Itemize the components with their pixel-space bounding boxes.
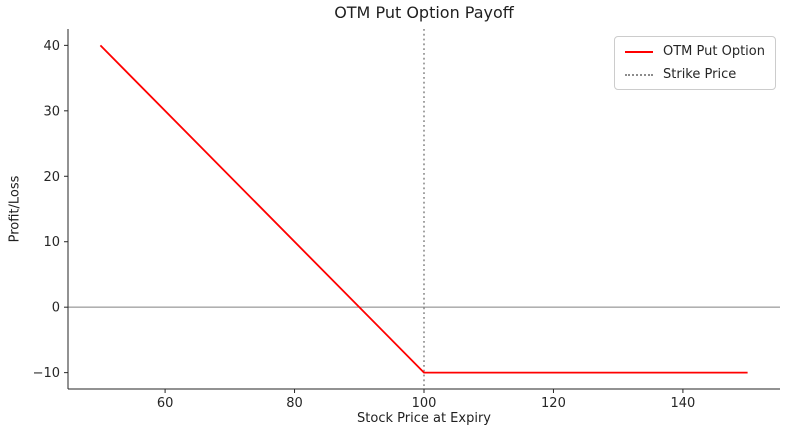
y-tick-label: −10 (33, 366, 60, 381)
y-tick-label: 40 (43, 39, 60, 54)
y-axis-label: Profit/Loss (7, 175, 23, 243)
x-tick-label: 120 (541, 396, 566, 411)
x-tick-label: 100 (412, 396, 437, 411)
legend-item-strike-price: Strike Price (625, 67, 765, 82)
series-line-otm-put-option (99, 44, 748, 374)
x-axis-label: Stock Price at Expiry (357, 411, 491, 426)
x-tick-label: 140 (670, 396, 695, 411)
gray-dotted-line-swatch (625, 73, 653, 76)
x-tick-label: 80 (286, 396, 303, 411)
chart-title: OTM Put Option Payoff (334, 3, 514, 22)
y-tick-label: 0 (52, 301, 60, 316)
legend-label: OTM Put Option (663, 44, 765, 59)
y-tick-label: 20 (43, 170, 60, 185)
red-solid-line-swatch (625, 50, 653, 53)
x-tick-label: 60 (157, 396, 174, 411)
legend-label: Strike Price (663, 67, 737, 82)
y-tick-label: 30 (43, 104, 60, 119)
legend-item-otm-put-option: OTM Put Option (625, 44, 765, 59)
y-tick-label: 10 (43, 235, 60, 250)
legend: OTM Put Option Strike Price (614, 36, 776, 90)
